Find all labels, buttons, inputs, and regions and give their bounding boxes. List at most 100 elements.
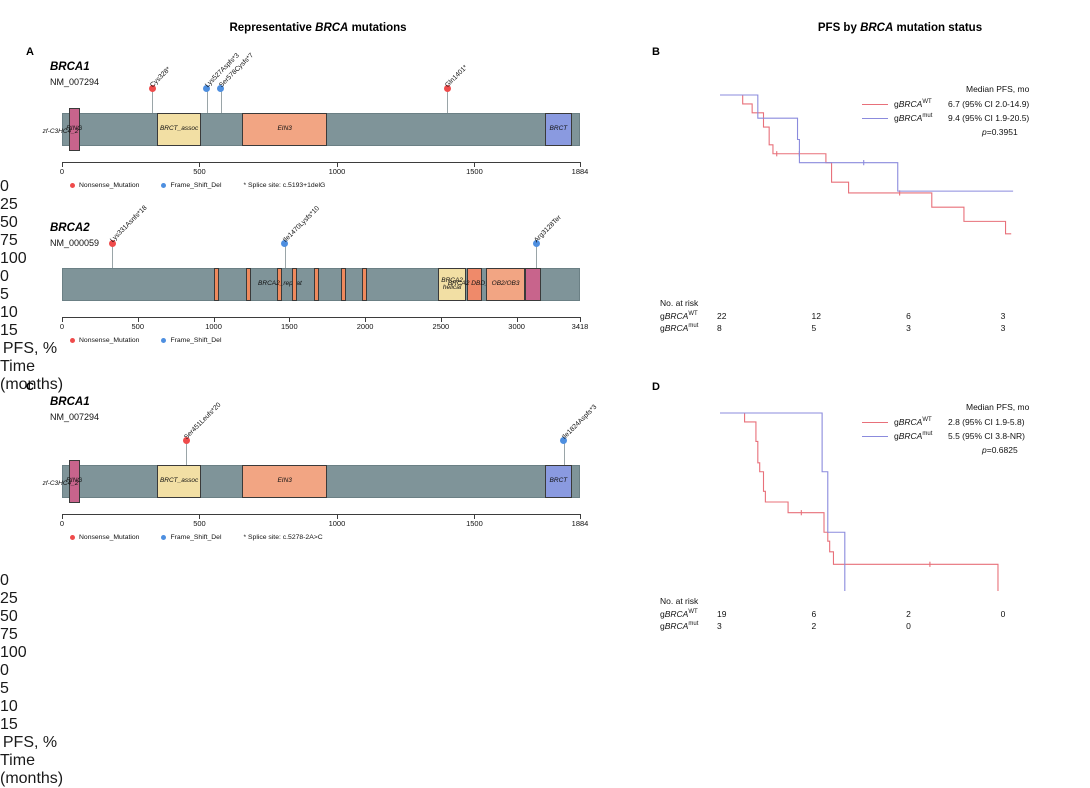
axis-tick-label: 1000 — [205, 322, 222, 331]
axis-tick — [440, 317, 442, 322]
legend-line-swatch — [862, 421, 888, 423]
domain-box: EIN3 — [242, 465, 328, 498]
risk-row-label: gBRCAWT — [660, 609, 698, 619]
risk-cell: 2 — [906, 609, 911, 619]
axis-tick — [474, 162, 476, 167]
domain-box: RING — [66, 460, 82, 503]
axis-tick — [580, 317, 581, 322]
mutation-stick — [447, 91, 449, 113]
mutation-dot[interactable] — [148, 85, 156, 92]
axis-tick — [336, 514, 338, 519]
splice-note: * Splice site: c.5193+1delG — [243, 182, 326, 189]
domain-box — [314, 268, 320, 301]
legend-row[interactable]: gBRCAmut 5.5 (95% CI 3.8-NR) — [862, 431, 1025, 441]
legend-row[interactable]: gBRCAWT 2.8 (95% CI 1.9-5.8) — [862, 417, 1025, 427]
y-axis-tick-label: 75 — [0, 626, 18, 643]
x-axis-tick-label: 5 — [0, 680, 9, 697]
x-axis-tick-label: 0 — [0, 268, 9, 285]
legend-series-name: gBRCAWT — [894, 417, 932, 427]
axis-tick-label: 1500 — [466, 167, 483, 176]
mutation-dot[interactable] — [281, 240, 289, 247]
legend-row[interactable]: gBRCAmut 9.4 (95% CI 1.9-20.5) — [862, 113, 1029, 123]
risk-cell: 22 — [717, 311, 727, 321]
y-axis-title: PFS, % — [2, 734, 58, 751]
nonsense-color-swatch — [70, 535, 75, 540]
axis-tick-label: 3418 — [571, 322, 589, 331]
mutation-dot[interactable] — [532, 240, 540, 247]
gene-accession: NM_007294 — [50, 77, 100, 87]
domain-box: BRCA2_repeat — [258, 268, 302, 301]
domain-label: EIN3 — [277, 477, 292, 485]
axis-tick — [199, 162, 201, 167]
y-axis-tick-label: 50 — [0, 608, 18, 625]
domain-box: BRCT — [544, 465, 573, 498]
left-figure-title: Representative BRCA mutations — [229, 22, 407, 34]
y-axis-tick-label: 25 — [0, 590, 18, 607]
domain-box — [361, 268, 368, 301]
risk-cell: 3 — [906, 323, 911, 333]
domain-box — [340, 268, 346, 301]
domain-box — [213, 268, 219, 301]
axis-tick-label: 500 — [193, 519, 206, 528]
axis-tick-label: 0 — [59, 519, 65, 528]
risk-row-label: gBRCAmut — [660, 621, 699, 631]
gene-name: BRCA2 — [50, 222, 90, 234]
legend-header: Median PFS, mo — [966, 402, 1030, 412]
y-axis-tick-label: 50 — [0, 214, 18, 231]
panel-label-c: C — [26, 381, 34, 393]
risk-cell: 0 — [1000, 609, 1006, 619]
y-axis-tick-label: 0 — [0, 572, 9, 589]
y-axis-title: PFS, % — [2, 340, 58, 357]
axis-tick — [137, 317, 139, 322]
mutation-type-legend: Nonsense_Mutation Frame_Shift_Del * Splice… — [70, 182, 325, 189]
mutation-dot[interactable] — [443, 85, 451, 92]
axis-tick-label: 2500 — [432, 322, 450, 331]
axis-tick — [62, 162, 63, 167]
domain-box — [524, 268, 541, 301]
axis-tick — [62, 514, 63, 519]
mutation-stick — [220, 91, 222, 113]
mutation-dot[interactable] — [203, 85, 211, 92]
gene-accession: NM_000059 — [50, 238, 100, 248]
axis-tick-label: 2000 — [356, 322, 374, 331]
domain-box — [245, 268, 251, 301]
axis-tick-label: 1884 — [571, 167, 589, 176]
axis-tick — [199, 514, 201, 519]
domain-label: BRCT — [549, 477, 568, 485]
mutation-stick — [284, 246, 286, 268]
mutation-dot[interactable] — [182, 437, 190, 444]
risk-cell: 3 — [717, 621, 722, 631]
axis-tick-label: 0 — [59, 167, 65, 176]
domain-label: BRCT_assoc — [159, 477, 199, 485]
legend-series-name: gBRCAmut — [894, 431, 933, 441]
axis-tick-label: 1500 — [280, 322, 298, 331]
y-axis-tick-label: 75 — [0, 232, 18, 249]
y-axis-tick-label: 100 — [0, 250, 27, 267]
p-value: p=0.3951 — [982, 127, 1018, 137]
axis-tick-label: 1500 — [466, 519, 483, 528]
mutation-dot[interactable] — [217, 85, 225, 92]
x-axis-tick-label: 10 — [0, 304, 18, 321]
mutation-stick — [186, 443, 187, 465]
frameshift-color-swatch — [161, 183, 167, 188]
domain-label: BRCA2_repeat — [258, 280, 302, 288]
risk-cell: 2 — [811, 621, 817, 631]
mutation-type-legend: Nonsense_Mutation Frame_Shift_Del — [70, 337, 221, 344]
legend-row[interactable]: gBRCAWT 6.7 (95% CI 2.0-14.9) — [862, 99, 1029, 109]
nonsense-legend-label: Nonsense_Mutation — [79, 182, 140, 189]
axis-line — [62, 317, 580, 318]
splice-note: * Splice site: c.5278-2A>C — [243, 534, 323, 541]
axis-line — [62, 162, 580, 163]
mutation-dot[interactable] — [560, 437, 567, 444]
nonsense-color-swatch — [70, 183, 75, 188]
axis-tick — [580, 162, 581, 167]
x-axis-tick-label: 10 — [0, 698, 18, 715]
mutation-dot[interactable] — [108, 240, 116, 247]
risk-cell: 5 — [811, 323, 817, 333]
km-plot-panel-d: 0 25 50 75 100 0 5 10 15 PFS, % Time (months) Media… — [0, 394, 1090, 788]
legend-line-swatch — [862, 117, 888, 119]
domain-box: RING — [66, 108, 82, 151]
frameshift-color-swatch — [161, 338, 167, 343]
mutation-stick — [536, 246, 538, 268]
risk-cell: 19 — [717, 609, 727, 619]
